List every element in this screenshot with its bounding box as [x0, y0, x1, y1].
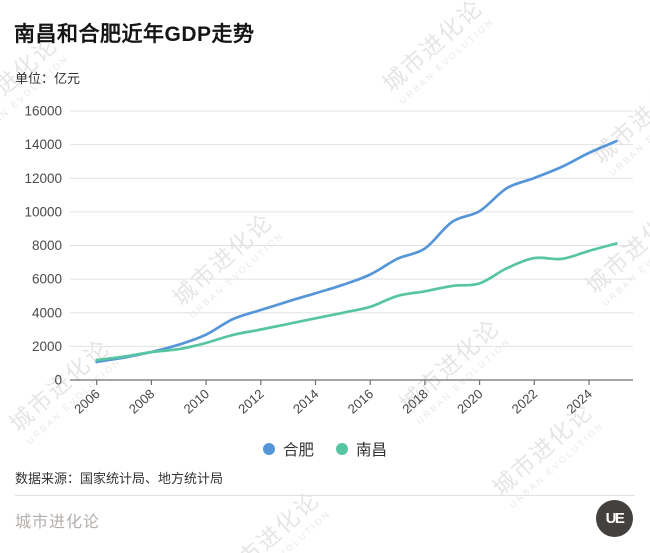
watermark-1: 城市进化论 URBAN EVOLUTION: [373, 0, 496, 107]
y-tick-label-10000: 10000: [24, 204, 62, 219]
y-tick-label-4000: 4000: [32, 305, 62, 320]
footer-divider: [15, 495, 635, 496]
legend-label: 合肥: [282, 442, 314, 459]
x-tick-label-2016: 2016: [345, 386, 377, 416]
x-tick-label-2014: 2014: [290, 386, 322, 416]
legend-item-0: 合肥: [262, 438, 314, 460]
x-tick-label-2020: 2020: [454, 386, 486, 416]
unit-label: 单位：亿元: [15, 71, 81, 86]
y-tick-label-16000: 16000: [24, 104, 62, 119]
y-tick-label-14000: 14000: [24, 137, 62, 152]
x-tick-label-2022: 2022: [509, 386, 541, 416]
x-tick-label-2018: 2018: [399, 386, 431, 416]
x-tick-label-2024: 2024: [563, 386, 595, 416]
x-tick-label-2012: 2012: [235, 386, 267, 416]
x-tick-label-2008: 2008: [126, 386, 158, 416]
watermark-en-text: URBAN EVOLUTION: [234, 507, 334, 553]
watermark-cn-text: 城市进化论: [214, 485, 325, 553]
watermark-en-text: URBAN EVOLUTION: [507, 419, 606, 511]
y-tick-label-6000: 6000: [32, 272, 62, 287]
ue-logo: UE: [596, 500, 633, 537]
watermark-cn-text: 城市进化论: [377, 0, 488, 97]
series-line-1: [95, 242, 618, 362]
y-tick-label-0: 0: [54, 373, 62, 388]
legend-item-1: 南昌: [336, 438, 387, 460]
x-tick-label-2010: 2010: [181, 386, 213, 416]
y-tick-label-12000: 12000: [24, 171, 62, 186]
x-tick-label-2006: 2006: [71, 386, 103, 416]
series-line-0: [95, 139, 618, 364]
gdp-line-chart: 0 2000 4000 6000 8000 10000 12000 14000 16000 200…: [24, 104, 633, 417]
legend-dot-icon: [336, 443, 348, 455]
ue-logo-text: UE: [605, 510, 625, 527]
legend-dot-icon: [262, 443, 275, 455]
page-title: 南昌和合肥近年GDP走势: [14, 23, 255, 46]
y-tick-label-2000: 2000: [32, 339, 62, 354]
brand-name: 城市进化论: [15, 514, 101, 531]
legend-label: 南昌: [356, 442, 388, 459]
y-tick-label-8000: 8000: [32, 238, 62, 253]
chart-legend: 合肥 南昌: [0, 439, 650, 459]
data-source-note: 数据来源：国家统计局、地方统计局: [15, 471, 224, 486]
